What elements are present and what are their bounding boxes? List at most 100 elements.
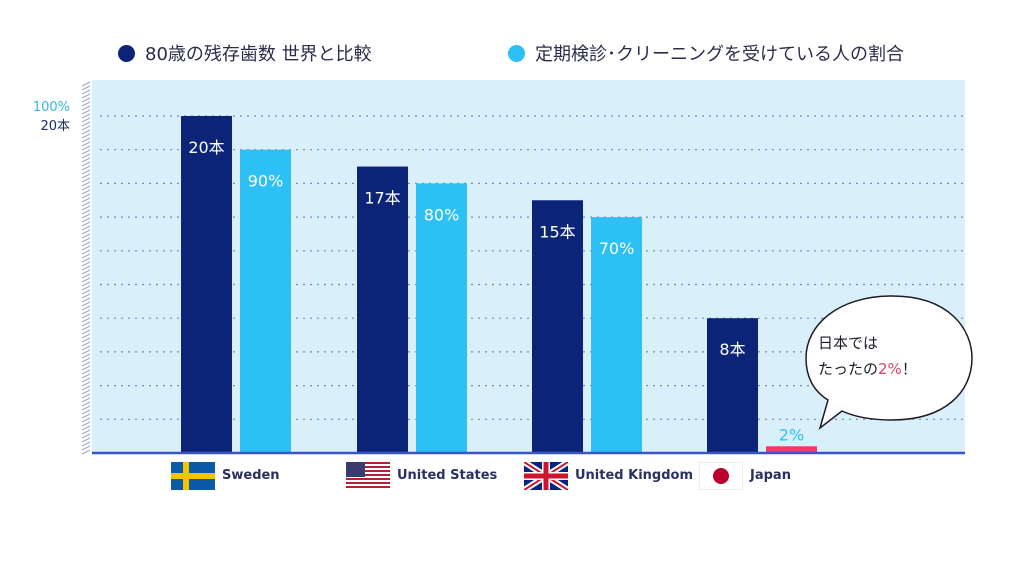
legend-item-teeth: 80歳の残存歯数 世界と比較 [118, 36, 372, 70]
axis-hatch [81, 385, 91, 391]
axis-hatch [81, 269, 91, 275]
axis-hatch [81, 137, 91, 143]
axis-hatch [81, 329, 91, 335]
axis-hatch [81, 165, 91, 171]
axis-hatch [81, 125, 91, 131]
axis-hatch [81, 149, 91, 155]
axis-hatch [81, 429, 91, 435]
data-label-teeth: 20本 [188, 138, 224, 157]
sweden-flag-icon [171, 462, 215, 490]
axis-hatch [81, 281, 91, 287]
legend-label-teeth: 80歳の残存歯数 世界と比較 [145, 44, 372, 65]
axis-hatch [81, 145, 91, 151]
chart-legend: 80歳の残存歯数 世界と比較 定期検診･クリーニングを受けている人の割合 [0, 36, 1024, 70]
axis-hatch [81, 229, 91, 235]
data-label-checkup: 2% [779, 425, 804, 444]
axis-hatch [81, 413, 91, 419]
axis-hatch [81, 237, 91, 243]
axis-hatch [81, 273, 91, 279]
callout-bubble [805, 295, 973, 430]
axis-hatch [81, 105, 91, 111]
axis-hatch [81, 297, 91, 303]
axis-hatch [81, 285, 91, 291]
axis-hatch [81, 121, 91, 127]
axis-hatch [81, 153, 91, 159]
axis-hatch [81, 289, 91, 295]
axis-hatch [81, 293, 91, 299]
x-tick-label: United Kingdom [575, 468, 694, 483]
axis-hatch [81, 189, 91, 195]
axis-hatch [81, 157, 91, 163]
axis-hatch [81, 369, 91, 375]
axis-hatch [81, 449, 91, 455]
axis-hatch [81, 425, 91, 431]
checkup-series-swatch-icon [508, 44, 525, 62]
callout-line-2-prefix: たったの [818, 360, 879, 378]
data-label-checkup: 90% [248, 172, 284, 191]
japan-flag-icon [699, 462, 743, 490]
axis-hatch [81, 173, 91, 179]
axis-hatch [81, 209, 91, 215]
axis-hatch [81, 245, 91, 251]
x-tick-label: Japan [750, 468, 791, 483]
axis-hatch [81, 249, 91, 255]
axis-hatch [81, 197, 91, 203]
axis-hatch [81, 89, 91, 95]
axis-hatch [81, 313, 91, 319]
axis-hatch [81, 301, 91, 307]
axis-hatch [81, 409, 91, 415]
axis-hatch [81, 257, 91, 263]
data-label-teeth: 8本 [719, 340, 745, 359]
axis-hatch [81, 325, 91, 331]
axis-hatch [81, 373, 91, 379]
axis-hatch [81, 185, 91, 191]
data-label-teeth: 15本 [539, 222, 575, 241]
axis-hatch [81, 433, 91, 439]
callout-highlight-value: 2% [878, 360, 902, 378]
data-label-checkup: 70% [599, 239, 635, 258]
axis-hatch [81, 265, 91, 271]
data-label-teeth: 17本 [364, 189, 400, 208]
bar-teeth-sweden [181, 116, 232, 453]
bar-teeth-united-kingdom [532, 200, 583, 453]
axis-label-teeth-max: 20本 [40, 119, 70, 134]
bar-checkup-sweden [240, 149, 291, 453]
us-flag-icon [346, 462, 390, 490]
callout-text: 日本では たったの2%！ [818, 330, 968, 382]
axis-hatch [81, 213, 91, 219]
axis-hatch [81, 221, 91, 227]
x-tick-label: Sweden [222, 468, 280, 483]
axis-hatch [81, 441, 91, 447]
axis-hatch [81, 393, 91, 399]
axis-hatch [81, 437, 91, 443]
axis-hatch [81, 85, 91, 91]
axis-hatch [81, 345, 91, 351]
axis-hatch [81, 333, 91, 339]
axis-hatch [81, 365, 91, 371]
axis-hatch [81, 317, 91, 323]
axis-hatch [81, 321, 91, 327]
axis-hatch [81, 261, 91, 267]
axis-hatch [81, 305, 91, 311]
axis-hatch [81, 405, 91, 411]
axis-hatch [81, 233, 91, 239]
axis-hatch [81, 181, 91, 187]
bar-checkup-japan [766, 446, 817, 453]
callout-line-2: たったの2%！ [818, 356, 968, 382]
callout-line-2-suffix: ！ [901, 360, 917, 378]
axis-hatch [81, 117, 91, 123]
axis-hatch [81, 129, 91, 135]
axis-hatch [81, 349, 91, 355]
axis-hatch [81, 161, 91, 167]
callout-line-1: 日本では [818, 334, 879, 352]
axis-hatch [81, 81, 91, 87]
data-label-checkup: 80% [424, 205, 460, 224]
axis-hatch [81, 109, 91, 115]
axis-hatch [81, 341, 91, 347]
bar-teeth-japan [707, 318, 758, 453]
axis-hatch [81, 113, 91, 119]
axis-hatch [81, 193, 91, 199]
axis-hatch [81, 253, 91, 259]
axis-hatch [81, 225, 91, 231]
